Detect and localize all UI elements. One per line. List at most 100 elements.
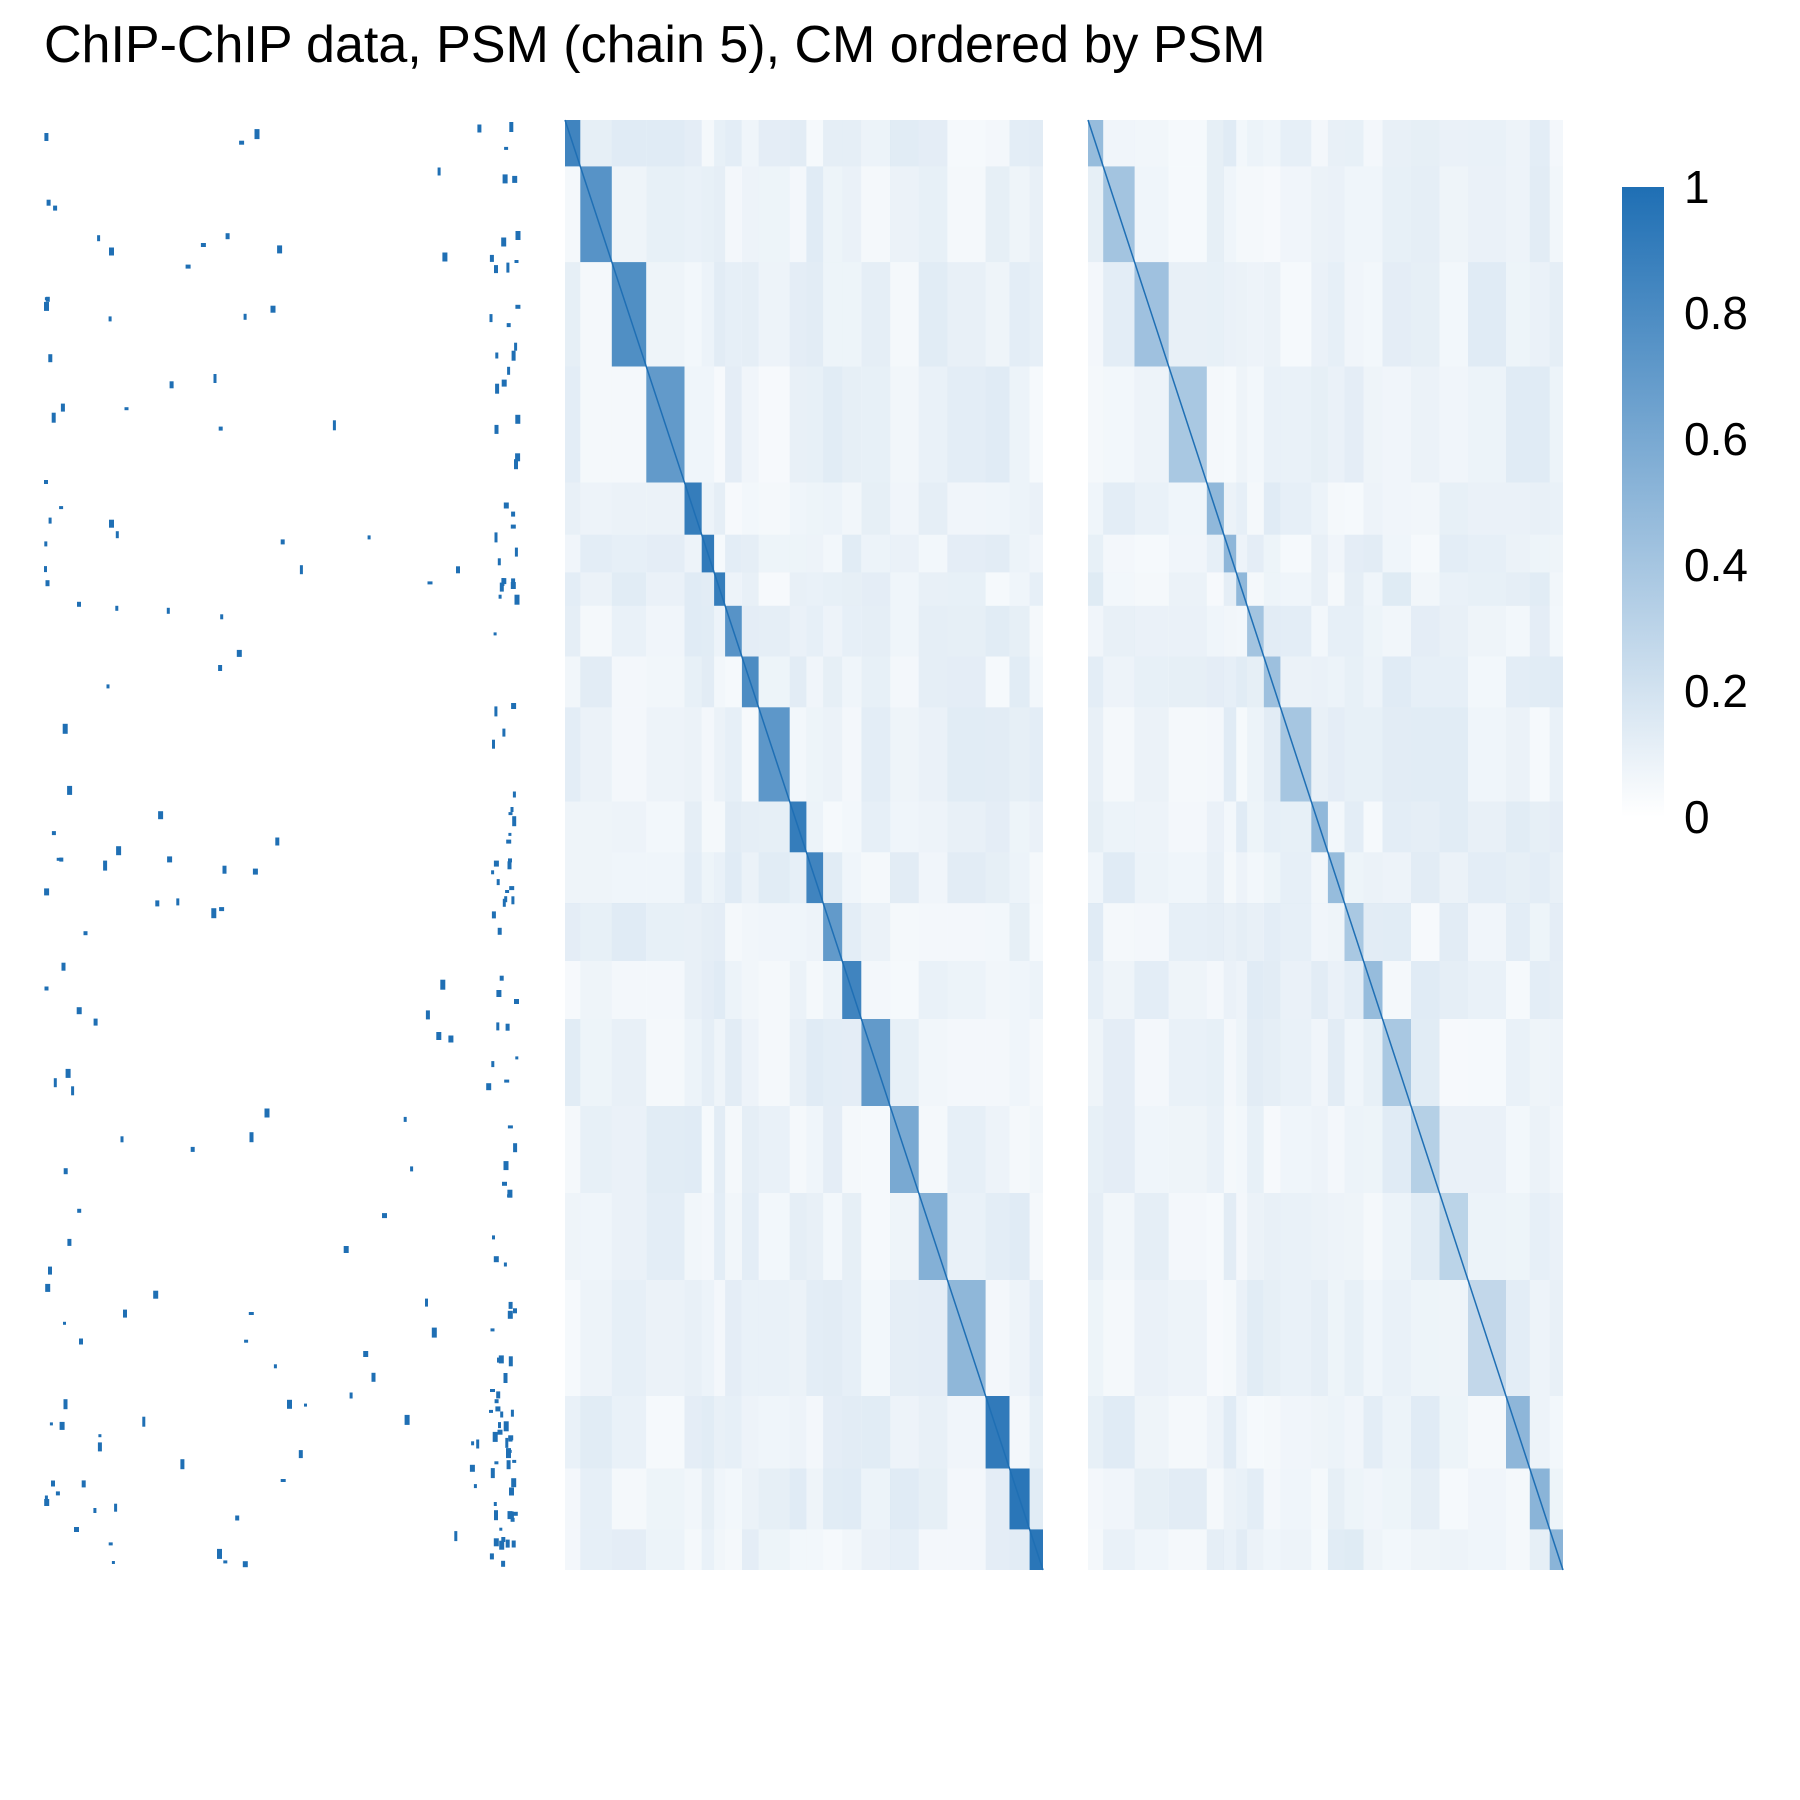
data-dot [510, 807, 514, 812]
data-dot [499, 582, 504, 592]
offdiag-cell [1236, 262, 1248, 367]
data-dot [109, 247, 114, 256]
offdiag-cell [1411, 961, 1440, 1019]
offdiag-cell [758, 903, 790, 961]
offdiag-cell [741, 166, 759, 263]
data-dot [77, 601, 81, 607]
offdiag-cell [646, 120, 685, 167]
offdiag-cell [1029, 166, 1043, 263]
offdiag-cell [1103, 366, 1135, 483]
data-dot [491, 1061, 495, 1068]
offdiag-cell [1468, 961, 1506, 1019]
offdiag-cell [1168, 1396, 1207, 1469]
data-dot [514, 260, 519, 263]
offdiag-cell [1206, 120, 1224, 167]
offdiag-cell [789, 1396, 807, 1469]
data-dot [513, 1143, 518, 1153]
data-dot [213, 374, 217, 383]
offdiag-cell [758, 120, 790, 167]
offdiag-cell [1382, 801, 1411, 853]
offdiag-cell [890, 1019, 919, 1106]
offdiag-cell [611, 903, 647, 961]
offdiag-cell [806, 801, 824, 853]
offdiag-cell [1549, 1396, 1563, 1469]
offdiag-cell [1236, 1106, 1248, 1193]
offdiag-cell [1529, 366, 1550, 483]
offdiag-cell [1029, 482, 1043, 535]
offdiag-cell [1247, 1193, 1264, 1280]
data-dot [410, 1166, 414, 1172]
data-dot [404, 1414, 410, 1425]
offdiag-cell [1263, 605, 1281, 657]
offdiag-cell [580, 482, 612, 535]
offdiag-cell [918, 801, 948, 853]
offdiag-cell [646, 852, 685, 904]
diagonal-line [1087, 119, 1564, 1571]
offdiag-cell [1029, 366, 1043, 483]
offdiag-cell [1247, 961, 1264, 1019]
data-dot [496, 1022, 500, 1031]
offdiag-cell [741, 534, 759, 573]
data-dot [500, 1411, 504, 1418]
offdiag-cell [1549, 1468, 1563, 1530]
data-dot [511, 511, 516, 517]
offdiag-cell [985, 605, 1010, 657]
offdiag-cell [1363, 707, 1383, 802]
offdiag-cell [890, 1529, 919, 1570]
offdiag-cell [1223, 852, 1237, 904]
data-dot [280, 1479, 286, 1482]
offdiag-cell [1088, 1106, 1104, 1193]
data-dot [222, 865, 227, 874]
offdiag-cell [1363, 1468, 1383, 1530]
offdiag-cell [684, 707, 702, 802]
offdiag-cell [758, 166, 790, 263]
offdiag-cell [714, 903, 726, 961]
offdiag-cell [861, 707, 891, 802]
offdiag-cell [1103, 482, 1135, 535]
data-dot [53, 205, 58, 211]
offdiag-cell [1088, 1019, 1104, 1106]
data-dot [123, 1309, 127, 1318]
offdiag-cell [714, 1019, 726, 1106]
offdiag-cell [1009, 852, 1030, 904]
offdiag-cell [1439, 262, 1468, 367]
offdiag-cell [701, 166, 715, 263]
offdiag-cell [1088, 1280, 1104, 1396]
offdiag-cell [789, 1019, 807, 1106]
offdiag-cell [758, 1019, 790, 1106]
data-dot [507, 1189, 513, 1198]
offdiag-cell [684, 656, 702, 708]
offdiag-cell [947, 656, 986, 708]
offdiag-cell [725, 801, 742, 853]
offdiag-cell [1344, 1468, 1364, 1530]
offdiag-cell [1009, 262, 1030, 367]
offdiag-cell [580, 1193, 612, 1280]
offdiag-cell [1236, 707, 1248, 802]
offdiag-cell [890, 801, 919, 853]
offdiag-cell [1311, 1529, 1328, 1570]
data-dot [515, 1056, 519, 1060]
offdiag-cell [1363, 656, 1383, 708]
offdiag-cell [1468, 1019, 1506, 1106]
offdiag-cell [1247, 801, 1264, 853]
data-dot [501, 379, 507, 387]
offdiag-cell [1549, 482, 1563, 535]
data-dot [502, 1181, 507, 1186]
offdiag-cell [580, 1019, 612, 1106]
offdiag-cell [1134, 1106, 1169, 1193]
offdiag-cell [1439, 1468, 1468, 1530]
data-dot [343, 1246, 349, 1253]
offdiag-cell [806, 656, 824, 708]
offdiag-cell [701, 366, 715, 483]
offdiag-cell [1247, 1529, 1264, 1570]
offdiag-cell [1327, 1529, 1345, 1570]
offdiag-cell [646, 534, 685, 573]
offdiag-cell [1263, 1106, 1281, 1193]
offdiag-cell [1344, 534, 1364, 573]
offdiag-cell [1280, 605, 1312, 657]
offdiag-cell [1549, 656, 1563, 708]
offdiag-cell [1263, 707, 1281, 802]
offdiag-cell [714, 1280, 726, 1396]
offdiag-cell [1206, 707, 1224, 802]
offdiag-cell [1134, 1280, 1169, 1396]
